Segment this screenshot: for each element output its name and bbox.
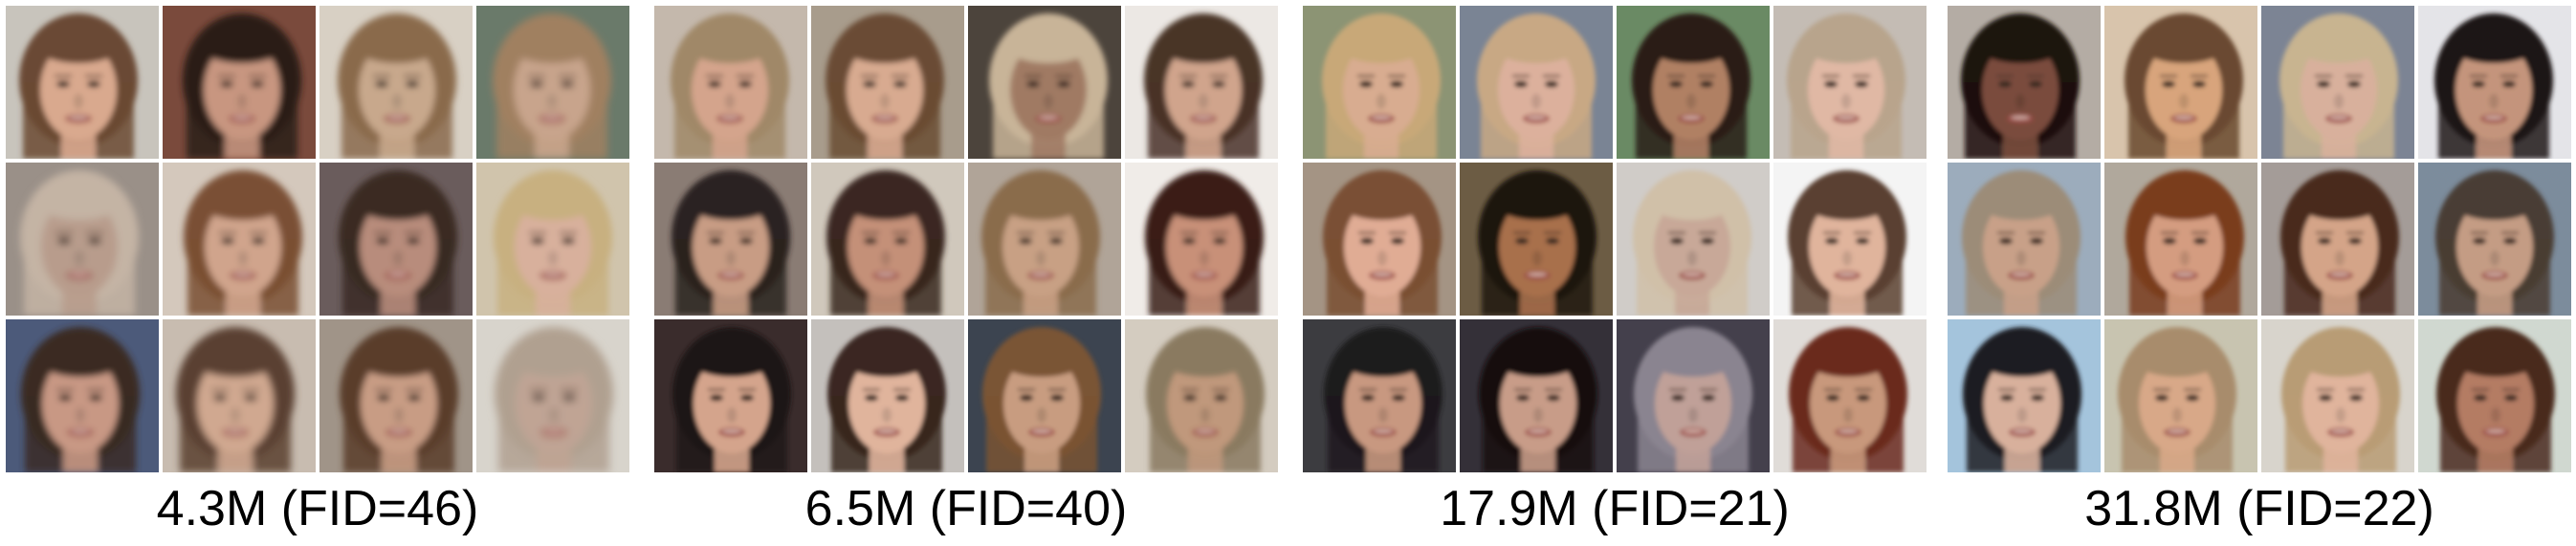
generated-face-image (2261, 319, 2414, 472)
generated-face-image (2104, 319, 2257, 472)
generated-face-image (2261, 163, 2414, 316)
generated-face-image (1125, 319, 1278, 472)
generated-face-image (654, 6, 807, 159)
sample-panel-17-9m: 17.9M (FID=21) (1303, 6, 1926, 537)
generated-face-image (1125, 6, 1278, 159)
generated-face-image (163, 319, 316, 472)
generated-face-image (1773, 319, 1926, 472)
generated-face-image (1773, 163, 1926, 316)
generated-face-image (1303, 319, 1456, 472)
generated-face-image (654, 319, 807, 472)
generated-face-image (1948, 6, 2101, 159)
sample-panel-4-3m: 4.3M (FID=46) (6, 6, 629, 537)
generated-face-image (1125, 163, 1278, 316)
generated-face-image (163, 163, 316, 316)
generated-face-image (654, 163, 807, 316)
generated-face-image (1460, 319, 1613, 472)
generated-face-image (1617, 6, 1770, 159)
sample-panel-31-8m: 31.8M (FID=22) (1948, 6, 2571, 537)
panel-caption: 17.9M (FID=21) (1440, 481, 1790, 536)
generated-face-image (811, 6, 964, 159)
generated-face-image (811, 319, 964, 472)
generated-face-image (968, 6, 1121, 159)
panel-caption: 31.8M (FID=22) (2084, 481, 2434, 536)
generated-face-image (1617, 163, 1770, 316)
face-grid (1303, 6, 1926, 472)
generated-face-image (1773, 6, 1926, 159)
generated-face-image (319, 319, 473, 472)
generated-face-image (2104, 6, 2257, 159)
generated-face-image (1460, 6, 1613, 159)
generated-face-image (1948, 163, 2101, 316)
generated-face-image (1460, 163, 1613, 316)
generated-face-image (476, 319, 629, 472)
generated-face-image (2418, 6, 2571, 159)
generated-face-image (6, 319, 159, 472)
generated-face-image (811, 163, 964, 316)
panel-caption: 6.5M (FID=40) (804, 481, 1128, 536)
generated-face-image (1617, 319, 1770, 472)
sample-panel-6-5m: 6.5M (FID=40) (654, 6, 1278, 537)
generated-face-image (1303, 6, 1456, 159)
face-grid (654, 6, 1278, 472)
generated-face-image (476, 163, 629, 316)
panel-caption: 4.3M (FID=46) (156, 481, 479, 536)
generated-face-image (2104, 163, 2257, 316)
generated-face-image (1948, 319, 2101, 472)
generated-face-image (319, 163, 473, 316)
generated-face-image (2261, 6, 2414, 159)
generated-face-image (2418, 163, 2571, 316)
face-grid (1948, 6, 2571, 472)
generated-face-image (6, 6, 159, 159)
generated-face-image (1303, 163, 1456, 316)
generated-face-image (6, 163, 159, 316)
generated-face-image (968, 163, 1121, 316)
generated-face-image (476, 6, 629, 159)
generated-face-image (2418, 319, 2571, 472)
face-grid (6, 6, 629, 472)
generated-face-image (968, 319, 1121, 472)
generated-face-image (163, 6, 316, 159)
generated-face-image (319, 6, 473, 159)
